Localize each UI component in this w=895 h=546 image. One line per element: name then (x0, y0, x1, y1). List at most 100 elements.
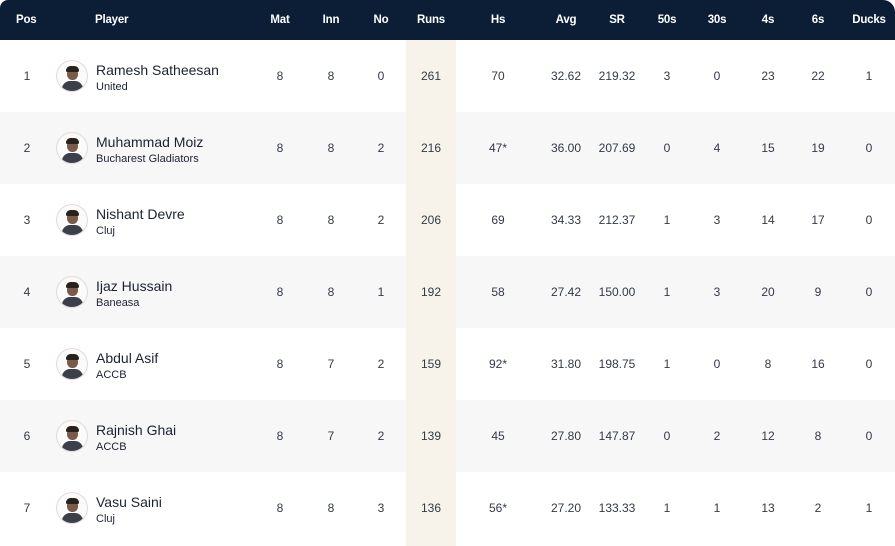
player-team: Cluj (96, 513, 115, 525)
header-4s[interactable]: 4s (761, 14, 775, 26)
sixes-cell: 8 (814, 429, 822, 443)
avatar-head-shape (67, 284, 78, 296)
fours-cell: 14 (761, 213, 775, 227)
header-avg[interactable]: Avg (555, 14, 577, 26)
player-avatar (56, 60, 88, 92)
table-header: Pos Player Mat Inn No Runs Hs Avg SR 50s… (0, 0, 895, 40)
table-row[interactable]: 6 Rajnish Ghai ACCB 8 7 2 139 45 27.80 1… (0, 400, 895, 472)
inn-cell: 8 (327, 69, 335, 83)
fours-cell: 12 (761, 429, 775, 443)
no-cell: 2 (377, 429, 385, 443)
header-mat[interactable]: Mat (270, 14, 290, 26)
table-row[interactable]: 3 Nishant Devre Cluj 8 8 2 206 69 34.33 … (0, 184, 895, 256)
thirties-cell: 1 (713, 501, 721, 515)
table-row[interactable]: 7 Vasu Saini Cluj 8 8 3 136 56* 27.20 13… (0, 472, 895, 544)
ducks-cell: 0 (865, 429, 873, 443)
sr-cell: 133.33 (598, 501, 636, 515)
header-30s[interactable]: 30s (707, 14, 727, 26)
sixes-cell: 2 (814, 501, 822, 515)
player-name[interactable]: Abdul Asif (96, 350, 159, 366)
player-avatar (56, 132, 88, 164)
player-name[interactable]: Rajnish Ghai (96, 422, 177, 438)
fours-cell: 8 (764, 357, 772, 371)
table-row[interactable]: 2 Muhammad Moiz Bucharest Gladiators 8 8… (0, 112, 895, 184)
table-row[interactable]: 5 Abdul Asif ACCB 8 7 2 159 92* 31.80 19… (0, 328, 895, 400)
avatar-head-shape (67, 428, 78, 440)
header-hs[interactable]: Hs (490, 14, 506, 26)
avatar-hair-shape (66, 282, 79, 288)
avatar-hair-shape (66, 426, 79, 432)
header-ducks[interactable]: Ducks (852, 14, 886, 26)
header-sr[interactable]: SR (609, 14, 625, 26)
hs-cell: 47* (488, 141, 508, 155)
runs-cell: 159 (420, 357, 442, 371)
avatar-body-shape (62, 441, 83, 451)
avg-cell: 27.42 (550, 285, 582, 299)
player-team: United (96, 81, 128, 93)
ducks-cell: 1 (865, 69, 873, 83)
avatar-body-shape (62, 513, 83, 523)
runs-cell: 261 (420, 69, 442, 83)
header-inn[interactable]: Inn (322, 14, 340, 26)
player-avatar (56, 348, 88, 380)
no-cell: 0 (377, 69, 385, 83)
fours-cell: 15 (761, 141, 775, 155)
no-cell: 2 (377, 141, 385, 155)
mat-cell: 8 (276, 429, 284, 443)
table-row[interactable]: 4 Ijaz Hussain Baneasa 8 8 1 192 58 27.4… (0, 256, 895, 328)
runs-column-highlight (406, 40, 456, 546)
inn-cell: 7 (327, 429, 335, 443)
fifties-cell: 3 (663, 69, 671, 83)
player-name[interactable]: Nishant Devre (96, 206, 185, 222)
header-player[interactable]: Player (95, 14, 129, 26)
runs-cell: 206 (420, 213, 442, 227)
player-avatar (56, 204, 88, 236)
runs-cell: 192 (420, 285, 442, 299)
inn-cell: 8 (327, 501, 335, 515)
player-name[interactable]: Muhammad Moiz (96, 134, 204, 150)
ducks-cell: 0 (865, 213, 873, 227)
thirties-cell: 0 (713, 69, 721, 83)
avatar-head-shape (67, 140, 78, 152)
inn-cell: 8 (327, 213, 335, 227)
sr-cell: 207.69 (598, 141, 636, 155)
avg-cell: 27.80 (550, 429, 582, 443)
header-50s[interactable]: 50s (657, 14, 677, 26)
header-6s[interactable]: 6s (811, 14, 825, 26)
pos-cell: 6 (23, 429, 31, 443)
avatar-body-shape (62, 369, 83, 379)
avg-cell: 34.33 (550, 213, 582, 227)
sr-cell: 147.87 (598, 429, 636, 443)
thirties-cell: 3 (713, 285, 721, 299)
pos-cell: 2 (23, 141, 31, 155)
fifties-cell: 1 (663, 357, 671, 371)
ducks-cell: 0 (865, 357, 873, 371)
sr-cell: 219.32 (598, 69, 636, 83)
sr-cell: 198.75 (598, 357, 636, 371)
avatar-head-shape (67, 212, 78, 224)
fifties-cell: 1 (663, 213, 671, 227)
mat-cell: 8 (276, 501, 284, 515)
header-runs[interactable]: Runs (417, 14, 445, 26)
fifties-cell: 1 (663, 285, 671, 299)
header-no[interactable]: No (373, 14, 389, 26)
inn-cell: 8 (327, 285, 335, 299)
sr-cell: 212.37 (598, 213, 636, 227)
player-team: ACCB (96, 441, 127, 453)
header-pos[interactable]: Pos (16, 14, 37, 26)
table-row[interactable]: 1 Ramesh Satheesan United 8 8 0 261 70 3… (0, 40, 895, 112)
avatar-hair-shape (66, 354, 79, 360)
runs-cell: 139 (420, 429, 442, 443)
sixes-cell: 16 (811, 357, 825, 371)
player-name[interactable]: Ijaz Hussain (96, 278, 173, 294)
fifties-cell: 0 (663, 141, 671, 155)
hs-cell: 56* (488, 501, 508, 515)
thirties-cell: 2 (713, 429, 721, 443)
player-name[interactable]: Vasu Saini (96, 494, 162, 510)
avatar-head-shape (67, 356, 78, 368)
player-name[interactable]: Ramesh Satheesan (96, 62, 219, 78)
sixes-cell: 19 (811, 141, 825, 155)
avg-cell: 36.00 (550, 141, 582, 155)
pos-cell: 7 (23, 501, 31, 515)
avatar-hair-shape (66, 210, 79, 216)
